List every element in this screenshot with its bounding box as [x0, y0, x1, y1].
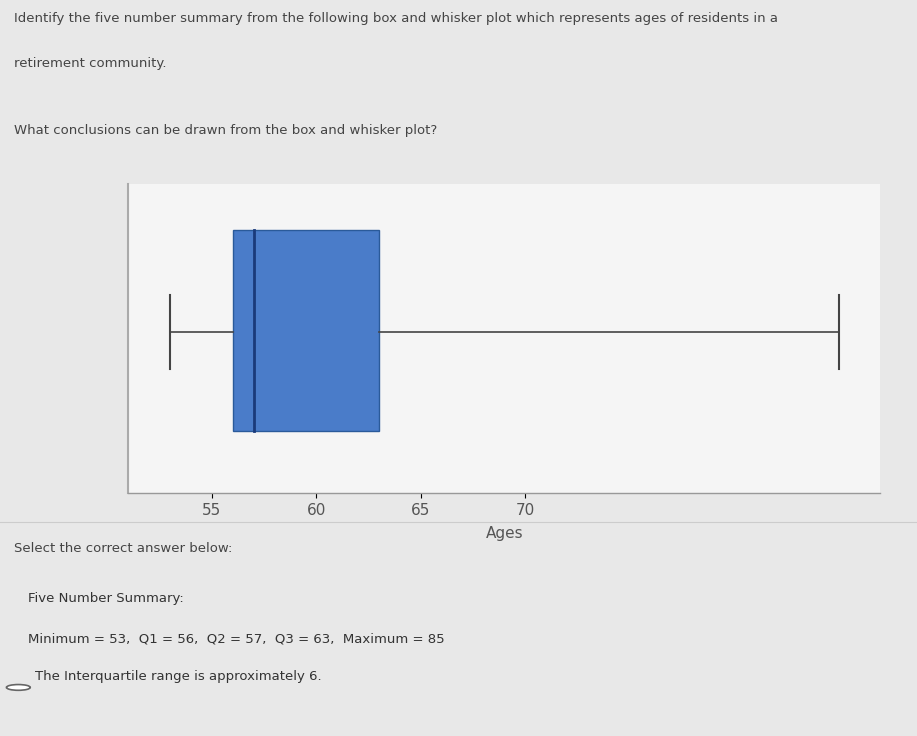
X-axis label: Ages: Ages	[485, 526, 524, 541]
Text: Five Number Summary:: Five Number Summary:	[28, 592, 183, 606]
Text: The Interquartile range is approximately 6.: The Interquartile range is approximately…	[35, 670, 322, 683]
Text: Identify the five number summary from the following box and whisker plot which r: Identify the five number summary from th…	[14, 12, 778, 25]
Text: Minimum = 53,  Q1 = 56,  Q2 = 57,  Q3 = 63,  Maximum = 85: Minimum = 53, Q1 = 56, Q2 = 57, Q3 = 63,…	[28, 632, 444, 645]
Bar	[233, 230, 379, 431]
Text: What conclusions can be drawn from the box and whisker plot?: What conclusions can be drawn from the b…	[14, 124, 437, 137]
Circle shape	[6, 684, 30, 690]
Text: retirement community.: retirement community.	[14, 57, 166, 69]
Text: Select the correct answer below:: Select the correct answer below:	[14, 542, 232, 555]
